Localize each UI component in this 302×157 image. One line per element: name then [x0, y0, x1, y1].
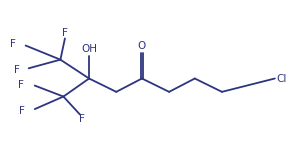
Text: F: F — [10, 39, 16, 49]
Text: F: F — [18, 80, 24, 90]
Text: OH: OH — [81, 44, 97, 54]
Text: F: F — [79, 114, 85, 124]
Text: F: F — [62, 28, 68, 38]
Text: F: F — [19, 106, 25, 116]
Text: F: F — [14, 65, 20, 75]
Text: Cl: Cl — [276, 73, 287, 84]
Text: O: O — [138, 41, 146, 51]
